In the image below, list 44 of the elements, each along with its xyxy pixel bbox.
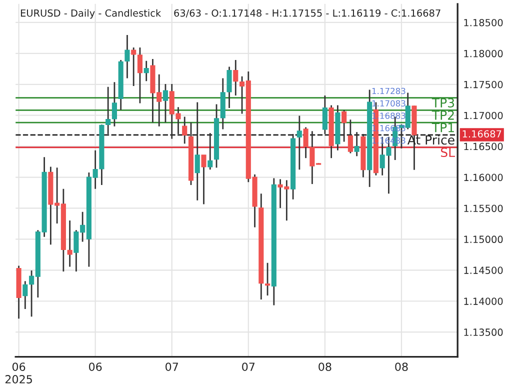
- candlestick: [296, 115, 302, 170]
- candlestick: [131, 46, 136, 87]
- x-tick-label: 07: [166, 362, 178, 372]
- y-tick-label: 1.17500: [464, 80, 503, 88]
- candlestick: [233, 59, 238, 96]
- candlestick: [137, 46, 143, 104]
- candlestick: [22, 280, 28, 310]
- ref-line-label: SL: [440, 148, 455, 158]
- candlestick: [112, 81, 117, 128]
- y-tick-label: 1.18500: [464, 18, 503, 26]
- ref-line-label: TP2: [432, 110, 454, 120]
- candlestick: [303, 126, 308, 159]
- x-tick-label: 06 2025: [5, 362, 32, 384]
- y-tick-label: 1.15000: [464, 236, 503, 244]
- candlestick: [201, 154, 206, 205]
- y-tick-label: 1.14000: [464, 298, 503, 305]
- x-tick-label: 07: [242, 362, 255, 372]
- annotation: 1.17283: [372, 88, 406, 94]
- y-tick-label: 1.15500: [464, 204, 503, 212]
- text: 1.16687: [462, 130, 502, 138]
- candlestick: [162, 83, 168, 124]
- y-tick-label: 1.13500: [464, 328, 503, 336]
- candlestick: [106, 86, 111, 135]
- candlestick: [348, 118, 353, 154]
- candlestick: [124, 34, 130, 79]
- candlestick: [67, 220, 72, 268]
- y-tick-label: 1.17000: [464, 112, 503, 120]
- candlestick: [342, 109, 347, 142]
- y-tick-label: 1.16000: [464, 174, 503, 182]
- candlestick: [265, 262, 270, 296]
- y-tick-label: 1.16500: [464, 142, 503, 150]
- candlestick: [322, 94, 328, 135]
- x-tick-label: 08: [395, 362, 408, 372]
- y-tick-label: 1.18000: [464, 50, 503, 58]
- x-tick-label: 08: [318, 362, 332, 372]
- candlestick: [354, 131, 360, 157]
- text: EURUSD - Daily - Candlestick 63/63 - O:1.17148 - H:1.17155 - L:1.16119 - C:1.16687: [20, 9, 440, 19]
- candlestick: [182, 116, 188, 144]
- candlestick: [194, 102, 200, 202]
- y-tick-label: 1.14500: [464, 266, 503, 274]
- ref-line-label: TP1: [432, 122, 454, 132]
- x-tick-label: 06: [88, 362, 102, 372]
- candlestick: [208, 132, 213, 170]
- candlestick: [144, 60, 149, 82]
